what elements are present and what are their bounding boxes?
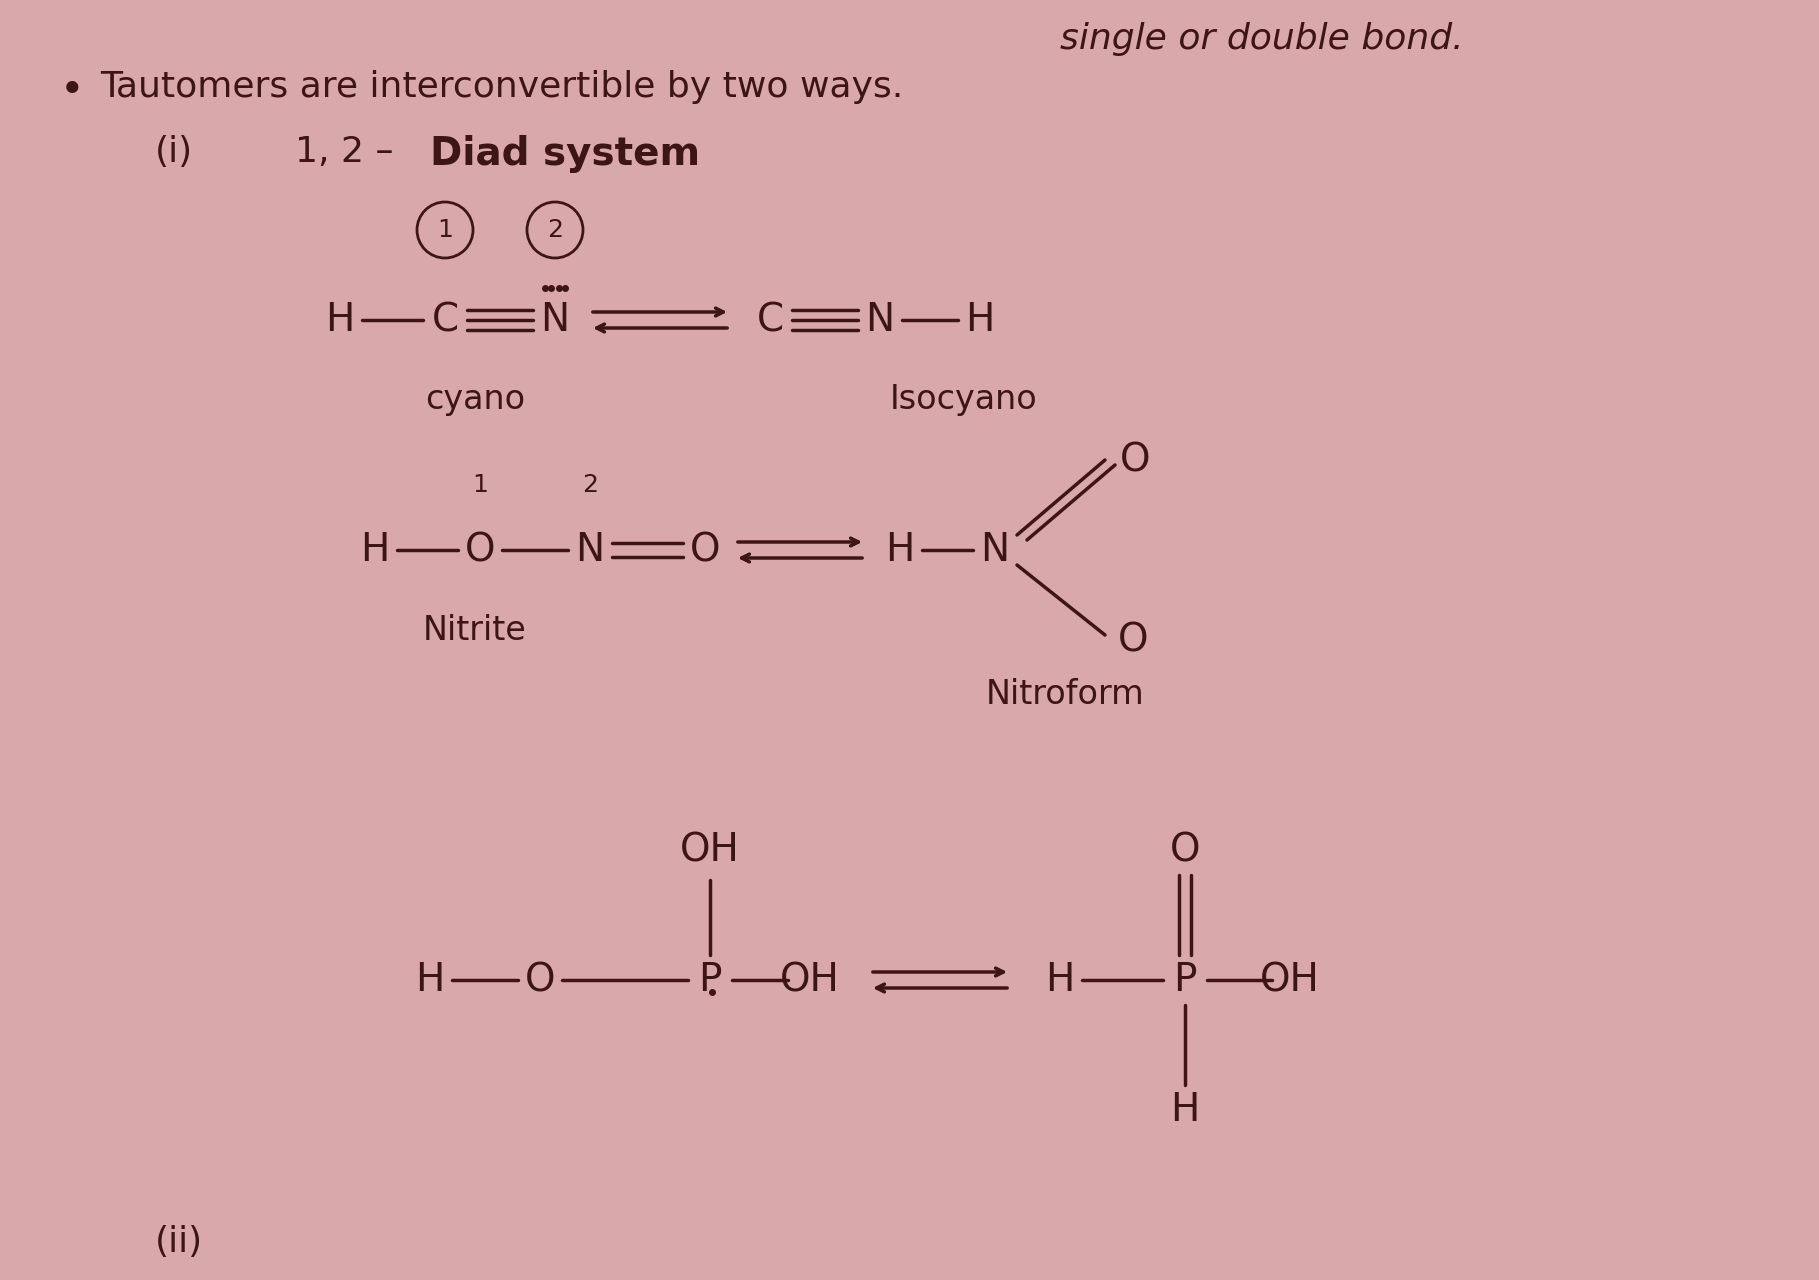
Text: 1: 1 bbox=[473, 474, 487, 497]
Text: C: C bbox=[431, 301, 458, 339]
Text: H: H bbox=[1046, 961, 1075, 998]
Text: N: N bbox=[540, 301, 569, 339]
Text: O: O bbox=[464, 531, 495, 570]
Text: Nitrite: Nitrite bbox=[424, 613, 528, 646]
Text: OH: OH bbox=[1261, 961, 1321, 998]
Text: O: O bbox=[1117, 621, 1148, 659]
Text: Isocyano: Isocyano bbox=[889, 384, 1039, 416]
Text: H: H bbox=[360, 531, 389, 570]
Text: •: • bbox=[60, 70, 85, 111]
Text: N: N bbox=[980, 531, 1010, 570]
Text: Nitroform: Nitroform bbox=[986, 678, 1144, 712]
Text: P: P bbox=[698, 961, 722, 998]
Text: OH: OH bbox=[780, 961, 840, 998]
Text: O: O bbox=[1121, 442, 1150, 479]
Text: single or double bond.: single or double bond. bbox=[1060, 22, 1464, 56]
Text: N: N bbox=[575, 531, 604, 570]
Text: Diad system: Diad system bbox=[429, 134, 700, 173]
Text: H: H bbox=[886, 531, 915, 570]
Text: 1, 2 –: 1, 2 – bbox=[295, 134, 406, 169]
Text: P: P bbox=[1173, 961, 1197, 998]
Text: cyano: cyano bbox=[426, 384, 526, 416]
Text: (ii): (ii) bbox=[155, 1225, 204, 1260]
Text: O: O bbox=[524, 961, 555, 998]
Text: H: H bbox=[1170, 1091, 1201, 1129]
Text: C: C bbox=[757, 301, 784, 339]
Text: H: H bbox=[415, 961, 444, 998]
Text: O: O bbox=[1170, 831, 1201, 869]
Text: 2: 2 bbox=[548, 218, 564, 242]
Text: N: N bbox=[866, 301, 895, 339]
Text: H: H bbox=[966, 301, 995, 339]
Text: 1: 1 bbox=[437, 218, 453, 242]
Text: (i): (i) bbox=[155, 134, 193, 169]
Text: Tautomers are interconvertible by two ways.: Tautomers are interconvertible by two wa… bbox=[100, 70, 904, 104]
Text: O: O bbox=[689, 531, 720, 570]
Text: OH: OH bbox=[680, 831, 740, 869]
Text: H: H bbox=[326, 301, 355, 339]
Text: 2: 2 bbox=[582, 474, 598, 497]
